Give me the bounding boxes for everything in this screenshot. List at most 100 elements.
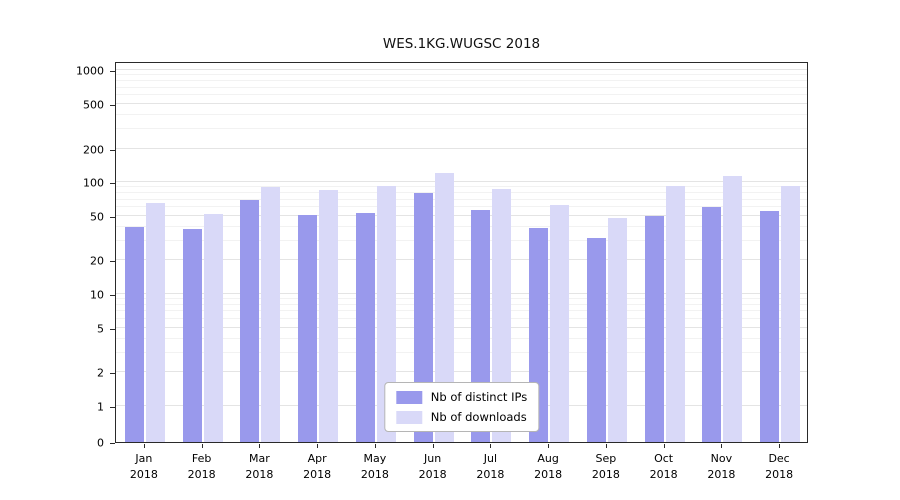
bar-downloads-mar	[261, 187, 281, 442]
gridline-1000	[116, 69, 807, 71]
gridline-minor-800	[116, 80, 807, 82]
x-tick-label-jun: Jun 2018	[419, 451, 447, 483]
y-tick-mark-5	[110, 328, 115, 330]
gridline-minor-30	[116, 239, 807, 241]
gridline-minor-4	[116, 337, 807, 339]
bar-downloads-apr	[319, 190, 339, 442]
bar-distinct-ips-nov	[702, 207, 722, 442]
y-tick-mark-2	[110, 373, 115, 375]
x-tick-month-jan: Jan	[135, 452, 153, 465]
gridline-200	[116, 147, 807, 149]
y-tick-mark-1	[110, 407, 115, 408]
bar-downloads-may	[376, 186, 396, 442]
x-tick-year-feb: 2018	[187, 467, 216, 481]
x-tick-label-feb: Feb 2018	[188, 451, 216, 483]
x-tick-mark-nov	[721, 444, 723, 448]
y-tick-mark-0	[110, 443, 115, 444]
x-tick-month-mar: Mar	[249, 452, 270, 465]
x-tick-month-oct: Oct	[654, 452, 674, 465]
y-tick-label-500: 500	[83, 98, 104, 112]
x-tick-mark-jun	[432, 444, 434, 448]
bar-distinct-ips-dec	[760, 211, 780, 442]
bar-distinct-ips-oct	[644, 215, 664, 442]
bar-downloads-feb	[203, 214, 223, 442]
x-tick-label-dec: Dec 2018	[765, 451, 793, 483]
bar-distinct-ips-may	[355, 213, 375, 442]
legend-item-distinct-ips: Nb of distinct IPs	[395, 390, 528, 404]
x-tick-label-mar: Mar 2018	[245, 451, 273, 483]
x-tick-label-oct: Oct 2018	[650, 451, 678, 483]
x-tick-mark-feb	[201, 444, 203, 448]
y-tick-label-1000: 1000	[76, 64, 104, 78]
y-tick-label-1: 1	[97, 400, 104, 414]
gridline-500	[116, 103, 807, 104]
legend-swatch-downloads	[395, 410, 422, 424]
gridline-minor-600	[116, 94, 807, 96]
gridline-minor-400	[116, 113, 807, 115]
x-tick-year-apr: 2018	[303, 467, 332, 481]
bar-downloads-aug	[550, 205, 570, 442]
x-tick-month-feb: Feb	[191, 452, 212, 465]
y-tick-mark-1000	[110, 71, 115, 73]
gridline-minor-300	[116, 127, 807, 129]
legend: Nb of distinct IPs Nb of downloads	[383, 382, 540, 432]
bar-distinct-ips-mar	[240, 199, 260, 442]
x-tick-year-nov: 2018	[707, 467, 736, 481]
x-tick-month-aug: Aug	[537, 452, 559, 465]
y-tick-label-50: 50	[90, 210, 104, 224]
gridline-minor-80	[116, 192, 807, 193]
x-tick-year-aug: 2018	[534, 467, 563, 481]
x-tick-year-sep: 2018	[591, 467, 620, 481]
x-tick-label-apr: Apr 2018	[303, 451, 331, 483]
y-tick-mark-10	[110, 295, 115, 297]
bar-downloads-jan	[145, 203, 165, 442]
gridline-20	[116, 259, 807, 261]
x-tick-label-jul: Jul 2018	[476, 451, 504, 483]
x-tick-year-mar: 2018	[245, 467, 274, 481]
x-tick-mark-mar	[259, 444, 261, 448]
y-tick-mark-200	[110, 149, 115, 151]
gridline-minor-9	[116, 298, 807, 300]
y-tick-label-5: 5	[97, 322, 104, 336]
x-tick-year-oct: 2018	[649, 467, 678, 481]
x-tick-mark-oct	[663, 444, 665, 448]
x-tick-year-may: 2018	[360, 467, 389, 481]
x-tick-mark-jan	[143, 444, 145, 448]
x-tick-month-dec: Dec	[768, 452, 790, 465]
bar-downloads-dec	[781, 185, 801, 442]
gridline-100	[116, 181, 807, 183]
x-tick-month-nov: Nov	[710, 452, 733, 465]
legend-swatch-distinct-ips	[395, 390, 422, 404]
x-tick-mark-sep	[605, 444, 607, 448]
x-tick-mark-apr	[317, 444, 319, 448]
gridline-minor-700	[116, 86, 807, 88]
gridline-minor-70	[116, 198, 807, 200]
y-tick-label-20: 20	[90, 254, 104, 268]
x-tick-year-jun: 2018	[418, 467, 447, 481]
gridline-minor-6	[116, 317, 807, 319]
x-tick-label-jan: Jan 2018	[130, 451, 158, 483]
y-tick-label-10: 10	[90, 288, 104, 302]
x-tick-year-dec: 2018	[765, 467, 794, 481]
bar-downloads-nov	[723, 176, 743, 442]
x-tick-mark-may	[374, 444, 376, 448]
x-tick-label-may: May 2018	[361, 451, 389, 483]
legend-item-downloads: Nb of downloads	[395, 410, 527, 424]
x-tick-year-jul: 2018	[476, 467, 505, 481]
plot-area: Nb of distinct IPs Nb of downloads	[115, 62, 808, 443]
gridline-minor-90	[116, 186, 807, 188]
bar-downloads-sep	[607, 217, 627, 442]
x-tick-mark-jul	[490, 444, 492, 448]
x-tick-month-may: May	[363, 452, 387, 465]
legend-label-downloads: Nb of downloads	[430, 410, 527, 424]
gridline-minor-60	[116, 206, 807, 207]
y-tick-label-0: 0	[97, 436, 104, 450]
y-tick-label-100: 100	[83, 176, 104, 190]
legend-label-distinct-ips: Nb of distinct IPs	[430, 390, 528, 404]
bar-downloads-oct	[665, 185, 685, 442]
gridline-minor-900	[116, 74, 807, 76]
y-tick-label-2: 2	[97, 366, 104, 380]
y-tick-mark-500	[110, 105, 115, 106]
y-tick-label-200: 200	[83, 143, 104, 156]
